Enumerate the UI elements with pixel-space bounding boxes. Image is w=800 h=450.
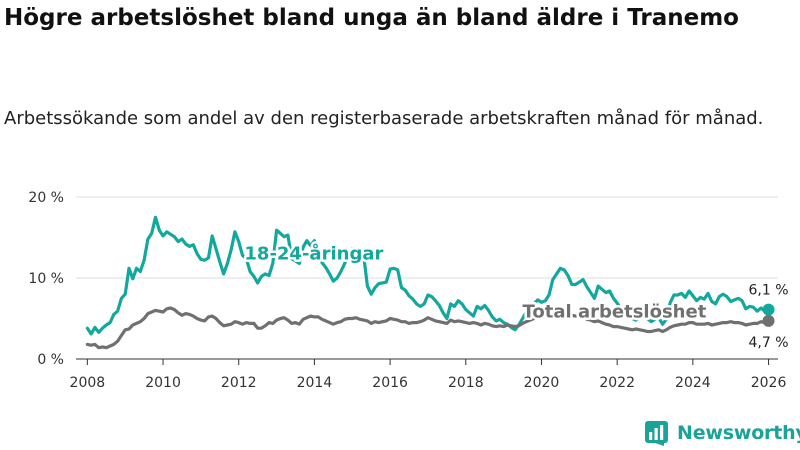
x-tick-label: 2018 bbox=[448, 375, 484, 391]
y-tick-label: 20 % bbox=[28, 190, 64, 206]
x-tick-label: 2016 bbox=[372, 375, 408, 391]
x-tick-label: 2022 bbox=[599, 375, 635, 391]
x-tick-label: 2012 bbox=[221, 375, 257, 391]
x-tick-label: 2026 bbox=[751, 375, 787, 391]
newsworthy-logo-text: Newsworthy bbox=[677, 422, 800, 444]
end-point-total bbox=[762, 314, 775, 327]
x-tick-label: 2020 bbox=[524, 375, 560, 391]
chart-subtitle: Arbetssökande som andel av den registerb… bbox=[4, 108, 764, 129]
x-tick-label: 2024 bbox=[675, 375, 711, 391]
chart-title: Högre arbetslöshet bland unga än bland ä… bbox=[4, 5, 739, 31]
series-line-youth bbox=[85, 215, 771, 336]
end-point-youth bbox=[762, 303, 775, 316]
end-label-youth: 6,1 % bbox=[749, 283, 789, 299]
y-tick-label: 10 % bbox=[28, 271, 64, 287]
x-tick-label: 2014 bbox=[297, 375, 333, 391]
y-tick-label: 0 % bbox=[37, 352, 64, 368]
x-tick-label: 2008 bbox=[70, 375, 106, 391]
newsworthy-logo-icon bbox=[645, 421, 668, 446]
x-tick-label: 2010 bbox=[145, 375, 181, 391]
series-label-total: Total arbetslöshet bbox=[523, 301, 707, 322]
end-label-total: 4,7 % bbox=[749, 335, 789, 351]
series-line-total bbox=[85, 306, 771, 350]
series-label-youth: 18-24-åringar bbox=[244, 242, 383, 264]
newsworthy-logo: Newsworthy bbox=[645, 418, 800, 448]
